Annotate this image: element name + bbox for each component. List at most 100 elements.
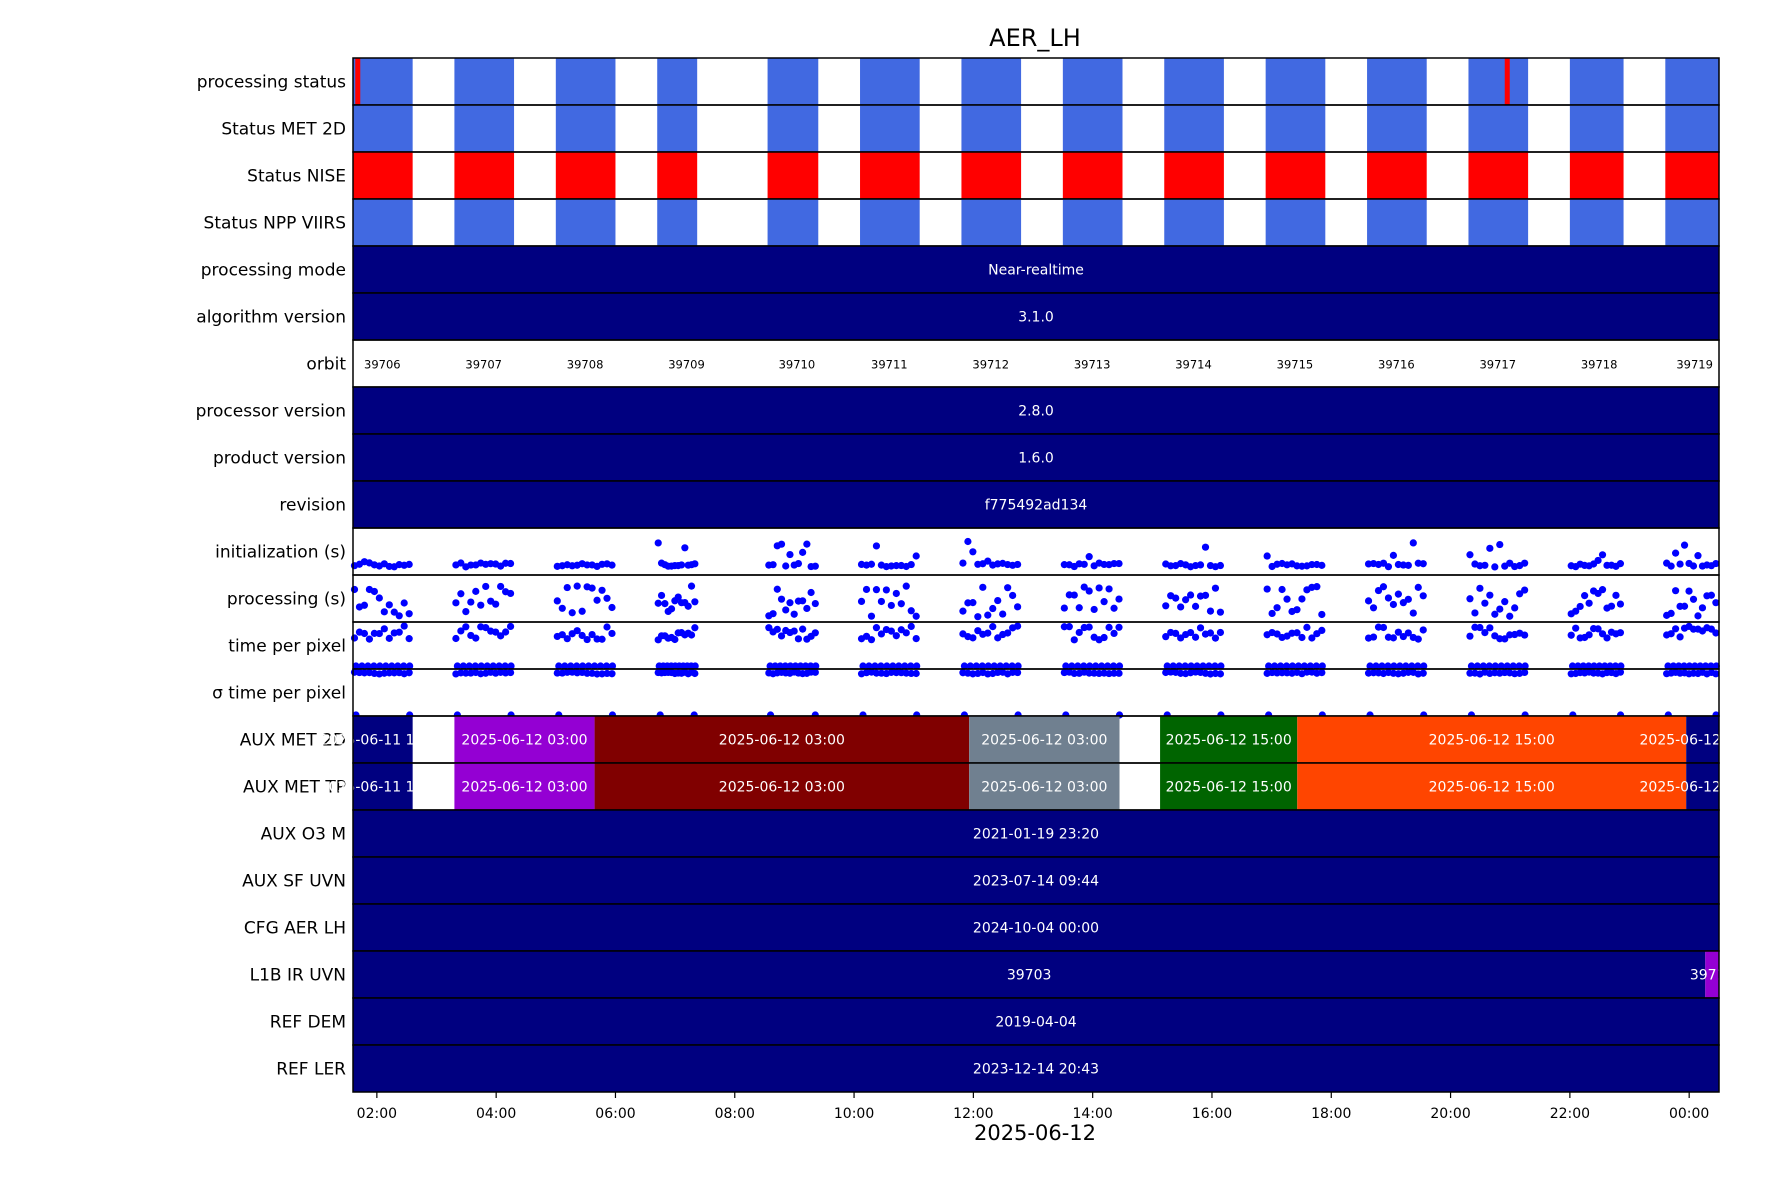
status-cell (1367, 152, 1427, 199)
data-point (766, 662, 774, 670)
data-point (1689, 595, 1698, 603)
data-point (960, 662, 969, 670)
data-point (506, 668, 515, 677)
data-point (465, 662, 473, 670)
data-point (608, 629, 616, 638)
data-point (989, 604, 997, 613)
data-point (459, 662, 467, 670)
data-point (578, 631, 586, 640)
data-point (979, 583, 987, 591)
status-cell (860, 199, 920, 246)
data-point (1303, 668, 1311, 676)
segment-cell (1297, 763, 1687, 810)
data-point (1211, 662, 1219, 670)
segment-cell (1686, 716, 1719, 763)
data-point (1110, 629, 1118, 638)
row-label: AUX MET 2D (240, 731, 346, 751)
data-point (892, 668, 900, 677)
data-point (1384, 594, 1393, 602)
data-point (561, 662, 569, 670)
data-point (1379, 623, 1388, 632)
orbit-label: 39708 (567, 358, 604, 372)
data-point (1211, 584, 1220, 592)
data-point (1616, 668, 1625, 676)
status-cell (1665, 199, 1719, 246)
data-point (790, 610, 798, 618)
row-border (352, 1044, 1720, 1093)
data-point (1014, 662, 1022, 670)
row: time per pixel (228, 621, 1720, 670)
data-point (1585, 631, 1593, 639)
data-point (1414, 635, 1422, 643)
row: revision f775492ad134 (279, 480, 1720, 529)
data-point (567, 662, 575, 670)
data-point (1090, 605, 1098, 614)
data-point (796, 662, 805, 670)
data-point (1070, 591, 1078, 599)
data-point (482, 624, 490, 632)
data-point (1497, 662, 1505, 670)
data-point (1466, 632, 1474, 640)
data-point (1080, 583, 1088, 591)
data-point (1306, 662, 1314, 670)
data-point (984, 662, 992, 670)
data-point (1595, 662, 1604, 670)
orbit-label: 39712 (972, 358, 1009, 372)
data-point (1712, 629, 1720, 637)
data-point (794, 635, 803, 643)
x-tick-label: 04:00 (476, 1106, 516, 1122)
data-point (1074, 662, 1082, 670)
segment-label: 2025-06-11 15:00 (320, 780, 446, 796)
data-point (974, 613, 982, 621)
data-point (1389, 634, 1398, 642)
data-point (385, 669, 393, 677)
x-tick-label: 22:00 (1550, 1106, 1590, 1122)
row-label: Status MET 2D (221, 120, 346, 140)
data-point (691, 624, 699, 632)
value-cell (353, 810, 1719, 857)
segment-label: 2025-06-12 03:00 (981, 780, 1107, 796)
status-cell (1468, 58, 1529, 105)
data-point (358, 662, 366, 670)
data-point (555, 662, 563, 670)
status-cell (1164, 199, 1224, 246)
status-cell (1367, 105, 1427, 152)
data-point (773, 625, 781, 633)
data-point (1466, 595, 1474, 603)
data-point (492, 600, 500, 608)
data-point (1014, 668, 1022, 677)
data-point (1590, 662, 1598, 670)
data-point (1585, 662, 1593, 670)
data-point (786, 662, 794, 670)
data-point (811, 629, 819, 637)
data-point (1667, 609, 1675, 618)
data-point (989, 623, 997, 631)
data-point (457, 590, 465, 598)
data-point (1603, 634, 1611, 642)
status-cell (860, 105, 920, 152)
value-label: 3.1.0 (1018, 310, 1054, 326)
data-point (1696, 662, 1704, 670)
data-point (1308, 634, 1316, 642)
data-point (400, 662, 408, 670)
data-point (892, 562, 900, 570)
data-point (380, 608, 388, 616)
data-point (375, 629, 383, 638)
data-point (1384, 563, 1393, 571)
row-label: time per pixel (228, 637, 346, 657)
status-cell (1468, 105, 1529, 152)
status-cell (1164, 58, 1224, 105)
data-point (1419, 626, 1427, 634)
data-point (1689, 562, 1698, 570)
x-tick-label: 06:00 (595, 1106, 635, 1122)
data-point (984, 557, 992, 565)
data-point (857, 597, 866, 605)
data-point (1086, 662, 1094, 670)
data-point (598, 635, 606, 643)
data-point (1177, 603, 1185, 611)
data-point (608, 561, 616, 569)
data-point (1265, 662, 1273, 670)
data-point (1085, 587, 1093, 595)
status-cell (353, 152, 413, 199)
